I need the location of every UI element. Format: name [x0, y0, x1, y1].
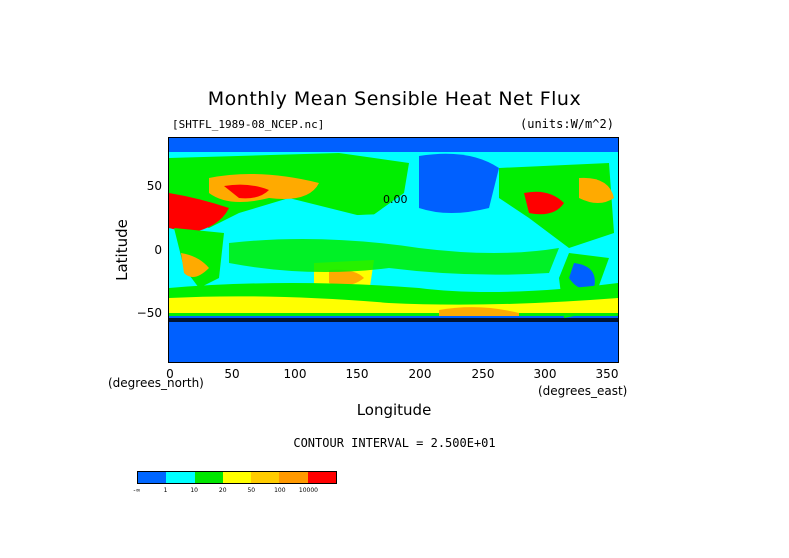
colorbar-label: 10000	[298, 487, 318, 494]
canada-region	[579, 177, 614, 203]
contour-interval: CONTOUR INTERVAL = 2.500E+01	[293, 436, 496, 450]
latitude-units: (degrees_north)	[108, 376, 204, 390]
colorbar	[137, 471, 337, 484]
southern-africa-region	[181, 253, 209, 277]
file-label: [SHTFL_1989-08_NCEP.nc]	[172, 118, 325, 131]
colorbar-label: -∞	[133, 487, 141, 494]
africa-region	[174, 228, 224, 288]
antarctic-band	[169, 316, 618, 362]
x-tick-200: 200	[408, 367, 432, 381]
units-label: (units:W/m^2)	[520, 117, 614, 131]
colorbar-label: 50	[247, 487, 256, 494]
y-tick-minus-50: −50	[136, 306, 162, 320]
colorbar-cell	[166, 472, 195, 483]
colorbar-cell	[194, 472, 223, 483]
equatorial-green	[229, 239, 559, 275]
antarctic-contour	[169, 318, 618, 322]
colorbar-label: 20	[218, 487, 227, 494]
central-pacific-cyan	[319, 214, 499, 240]
australia-hot-region	[329, 269, 364, 286]
colorbar-cell	[222, 472, 252, 483]
y-axis-label: Latitude	[113, 219, 131, 281]
north-pacific-region	[419, 153, 499, 213]
longitude-units: (degrees_east)	[538, 384, 628, 398]
page-title: Monthly Mean Sensible Heat Net Flux	[207, 88, 582, 110]
x-tick-250: 250	[471, 367, 495, 381]
x-tick-350: 350	[595, 367, 619, 381]
asia-hot-region	[224, 184, 269, 199]
x-axis-label: Longitude	[356, 401, 432, 419]
x-tick-150: 150	[345, 367, 369, 381]
x-tick-0: 0	[166, 367, 174, 381]
colorbar-label: 100	[274, 487, 286, 494]
colorbar-cell	[307, 472, 336, 483]
colorbar-label: 10	[190, 487, 198, 494]
arctic-band	[169, 138, 618, 152]
southern-ocean-orange	[439, 307, 519, 316]
heat-flux-map	[169, 138, 618, 362]
map-plot-area	[168, 137, 619, 363]
colorbar-cell	[279, 472, 308, 483]
amazon-region	[569, 263, 595, 290]
y-tick-50: 50	[146, 179, 162, 193]
x-tick-50: 50	[224, 367, 240, 381]
y-tick-0: 0	[154, 243, 162, 257]
southern-ocean-yellow	[169, 296, 618, 313]
colorbar-cell	[138, 472, 167, 483]
zero-contour-label: 0.00	[383, 193, 408, 206]
x-tick-100: 100	[283, 367, 307, 381]
western-us-hot-region	[524, 191, 564, 215]
colorbar-label: 1	[163, 487, 168, 494]
colorbar-cell	[251, 472, 280, 483]
sahara-hot-region	[169, 193, 229, 233]
x-tick-300: 300	[533, 367, 557, 381]
